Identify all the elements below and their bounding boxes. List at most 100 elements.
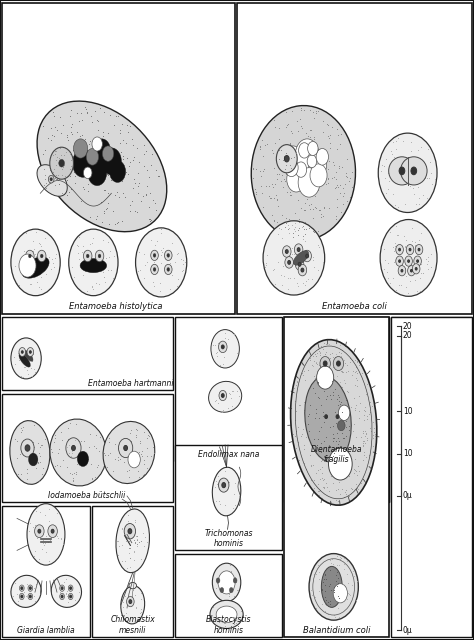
Point (221, 571, 229, 581)
Ellipse shape (37, 164, 67, 196)
Circle shape (405, 256, 412, 266)
Point (324, 580, 331, 590)
Point (311, 191, 319, 201)
Circle shape (221, 394, 224, 397)
Point (411, 241, 419, 251)
Point (319, 474, 326, 484)
Point (310, 227, 318, 237)
Point (325, 385, 332, 396)
Circle shape (412, 264, 420, 274)
Point (323, 399, 331, 409)
Ellipse shape (11, 575, 41, 607)
Point (13, 589, 21, 600)
Point (422, 253, 430, 264)
Point (319, 383, 327, 393)
Point (103, 253, 110, 263)
Point (73, 156, 80, 166)
Point (359, 440, 367, 450)
Point (56, 154, 64, 164)
Point (310, 383, 318, 394)
Point (271, 264, 278, 274)
Point (125, 127, 132, 137)
Point (140, 273, 148, 283)
Circle shape (86, 148, 99, 165)
Point (340, 375, 348, 385)
Point (326, 130, 334, 140)
Circle shape (124, 445, 128, 451)
Point (152, 198, 159, 208)
Point (301, 204, 309, 214)
Point (64, 423, 72, 433)
Point (363, 435, 371, 445)
Point (249, 173, 256, 183)
Circle shape (333, 356, 344, 371)
Point (338, 589, 346, 600)
Point (328, 454, 336, 465)
Circle shape (73, 139, 88, 158)
Point (157, 228, 165, 239)
Point (295, 214, 303, 224)
Point (29, 454, 37, 464)
Point (312, 412, 320, 422)
Point (20, 348, 27, 358)
Point (73, 240, 81, 250)
Point (418, 268, 425, 278)
Point (87, 459, 95, 469)
Point (217, 476, 224, 486)
Point (302, 276, 310, 286)
Point (324, 131, 331, 141)
Point (401, 242, 409, 252)
Point (280, 182, 287, 192)
Point (313, 359, 320, 369)
Circle shape (299, 143, 310, 158)
Point (111, 219, 118, 229)
Point (135, 157, 142, 167)
Point (101, 184, 109, 195)
Point (30, 244, 38, 254)
Point (308, 198, 315, 209)
Point (299, 143, 307, 153)
Point (219, 404, 226, 415)
Point (54, 508, 61, 518)
Circle shape (398, 266, 406, 276)
Point (316, 205, 324, 216)
Point (327, 367, 335, 378)
Ellipse shape (212, 467, 241, 516)
Point (307, 585, 315, 595)
Point (333, 598, 340, 609)
Point (290, 152, 298, 163)
Point (341, 394, 349, 404)
Point (135, 472, 143, 482)
Point (56, 143, 64, 153)
Point (337, 590, 345, 600)
Point (377, 166, 384, 176)
Point (37, 284, 45, 294)
Point (49, 257, 56, 268)
Point (264, 250, 271, 260)
Point (24, 257, 31, 267)
Point (269, 182, 276, 192)
Point (383, 267, 391, 277)
Point (139, 528, 147, 538)
Point (32, 227, 39, 237)
Point (354, 357, 361, 367)
Point (65, 449, 73, 459)
Point (332, 495, 340, 506)
Point (74, 436, 82, 446)
Point (361, 450, 368, 460)
Point (132, 602, 140, 612)
Point (227, 586, 234, 596)
Point (319, 383, 327, 393)
Point (315, 490, 323, 500)
Point (427, 157, 434, 167)
Point (96, 431, 103, 442)
Point (237, 606, 245, 616)
Ellipse shape (116, 509, 149, 573)
Point (345, 176, 353, 186)
Point (41, 434, 48, 444)
Point (347, 483, 355, 493)
Point (334, 573, 341, 583)
Point (102, 148, 110, 158)
Point (109, 273, 117, 284)
Circle shape (68, 593, 73, 600)
